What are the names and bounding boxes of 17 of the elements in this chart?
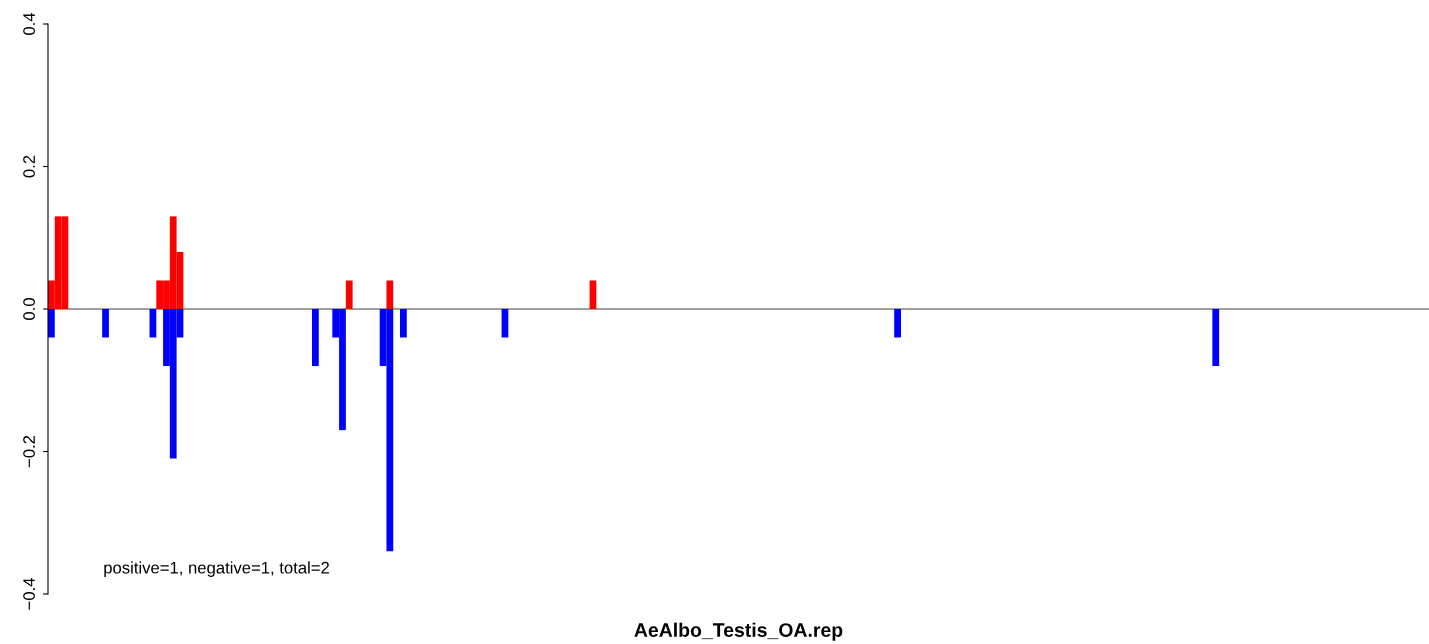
- y-tick-label: −0.2: [23, 435, 35, 468]
- annotation: positive=1, negative=1, total=2: [104, 561, 329, 577]
- bar: [48, 309, 55, 338]
- bar: [102, 309, 109, 338]
- text: AeAlbo_Testis_OA.rep: [634, 622, 843, 641]
- bar: [400, 309, 407, 338]
- bar: [1212, 309, 1220, 366]
- bar: [149, 309, 157, 338]
- bar: [312, 309, 319, 366]
- y-tick-label: −0.4: [23, 578, 35, 610]
- bar: [894, 309, 901, 338]
- y-tick-label: 0.4: [23, 12, 35, 35]
- bar: [345, 280, 353, 309]
- bar: [501, 309, 509, 338]
- y-tick-label: 0.2: [23, 155, 35, 178]
- y-tick-label: 0.0: [23, 298, 35, 320]
- bar: [386, 280, 394, 309]
